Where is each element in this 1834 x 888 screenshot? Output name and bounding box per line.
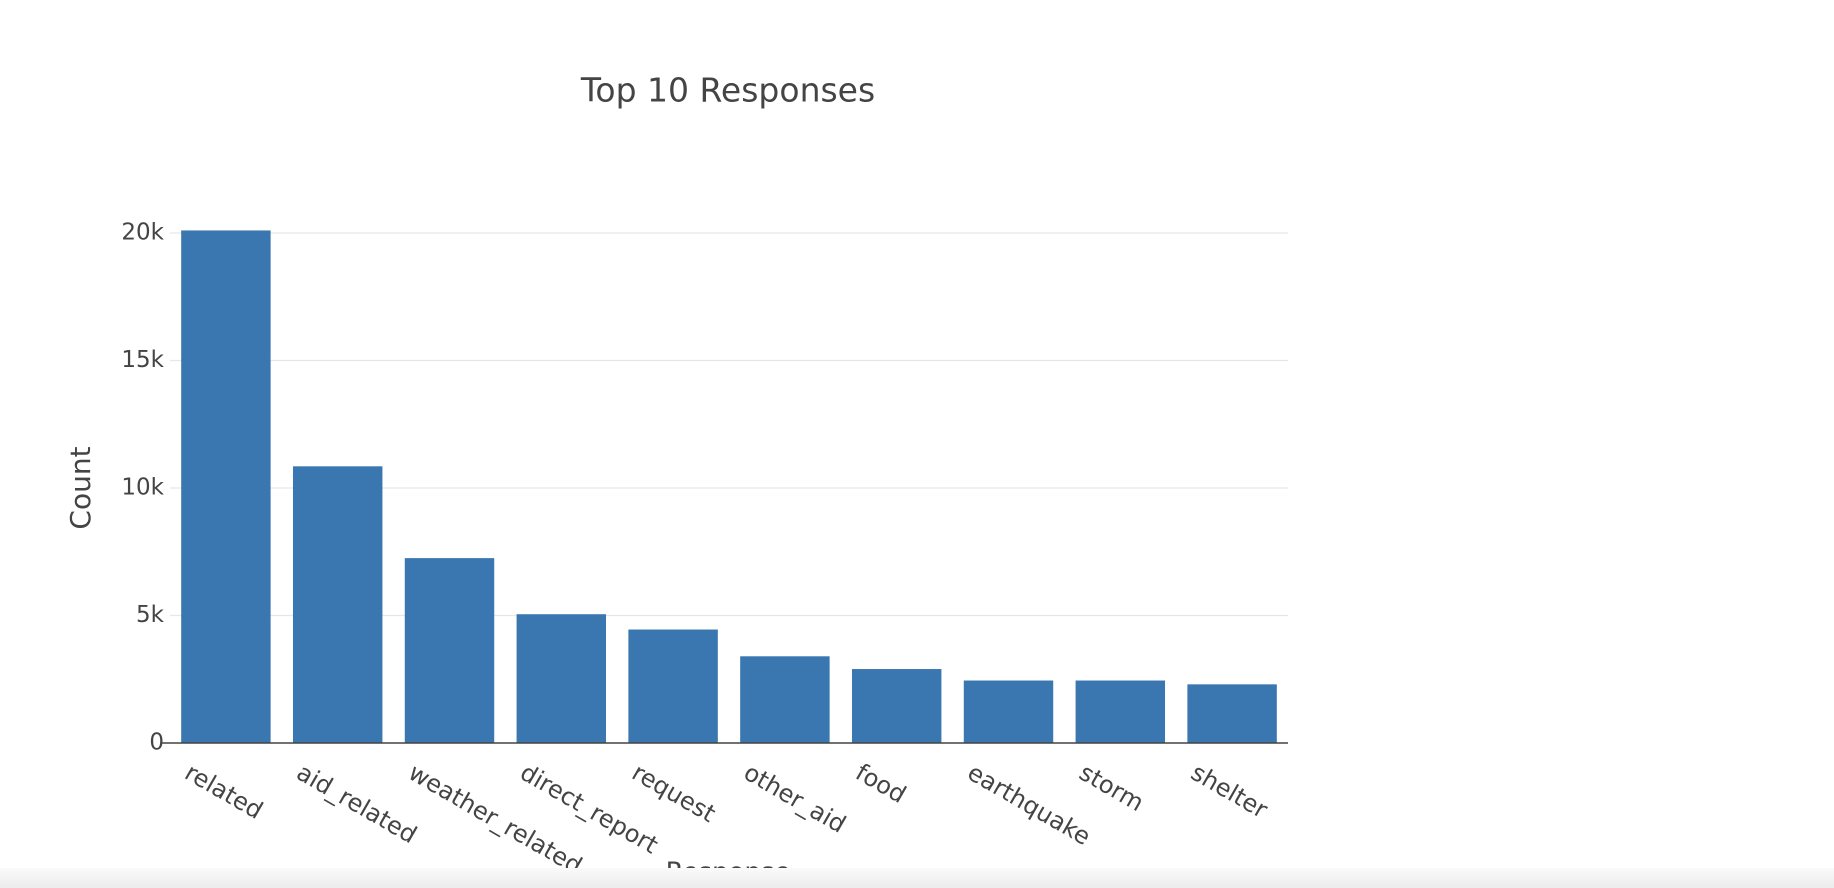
window-bottom — [0, 868, 1834, 888]
x-tick-label: aid_related — [292, 758, 422, 849]
x-tick-label: storm — [1075, 758, 1149, 817]
y-tick-label: 15k — [121, 347, 164, 373]
x-tick-label: other_aid — [739, 758, 850, 839]
bar — [292, 466, 383, 743]
y-tick-label: 0 — [149, 730, 164, 756]
x-tick-label: request — [627, 758, 720, 828]
bar — [181, 230, 271, 743]
bar — [628, 629, 718, 743]
bar — [1187, 684, 1277, 743]
bar — [740, 656, 830, 743]
x-tick-label: earthquake — [963, 758, 1096, 851]
bar — [851, 669, 942, 743]
y-tick-label: 20k — [121, 220, 164, 246]
x-tick-label: food — [851, 758, 911, 809]
x-tick-label: shelter — [1186, 758, 1272, 824]
x-tick-label: related — [180, 758, 268, 825]
bar — [404, 558, 495, 743]
bar — [1075, 680, 1166, 743]
bar — [516, 614, 607, 743]
y-tick-label: 10k — [121, 475, 164, 501]
chart-title: Top 10 Responses — [580, 71, 875, 110]
y-tick-label: 5k — [136, 602, 165, 628]
bar — [963, 680, 1054, 743]
y-axis-title: Count — [64, 446, 97, 529]
